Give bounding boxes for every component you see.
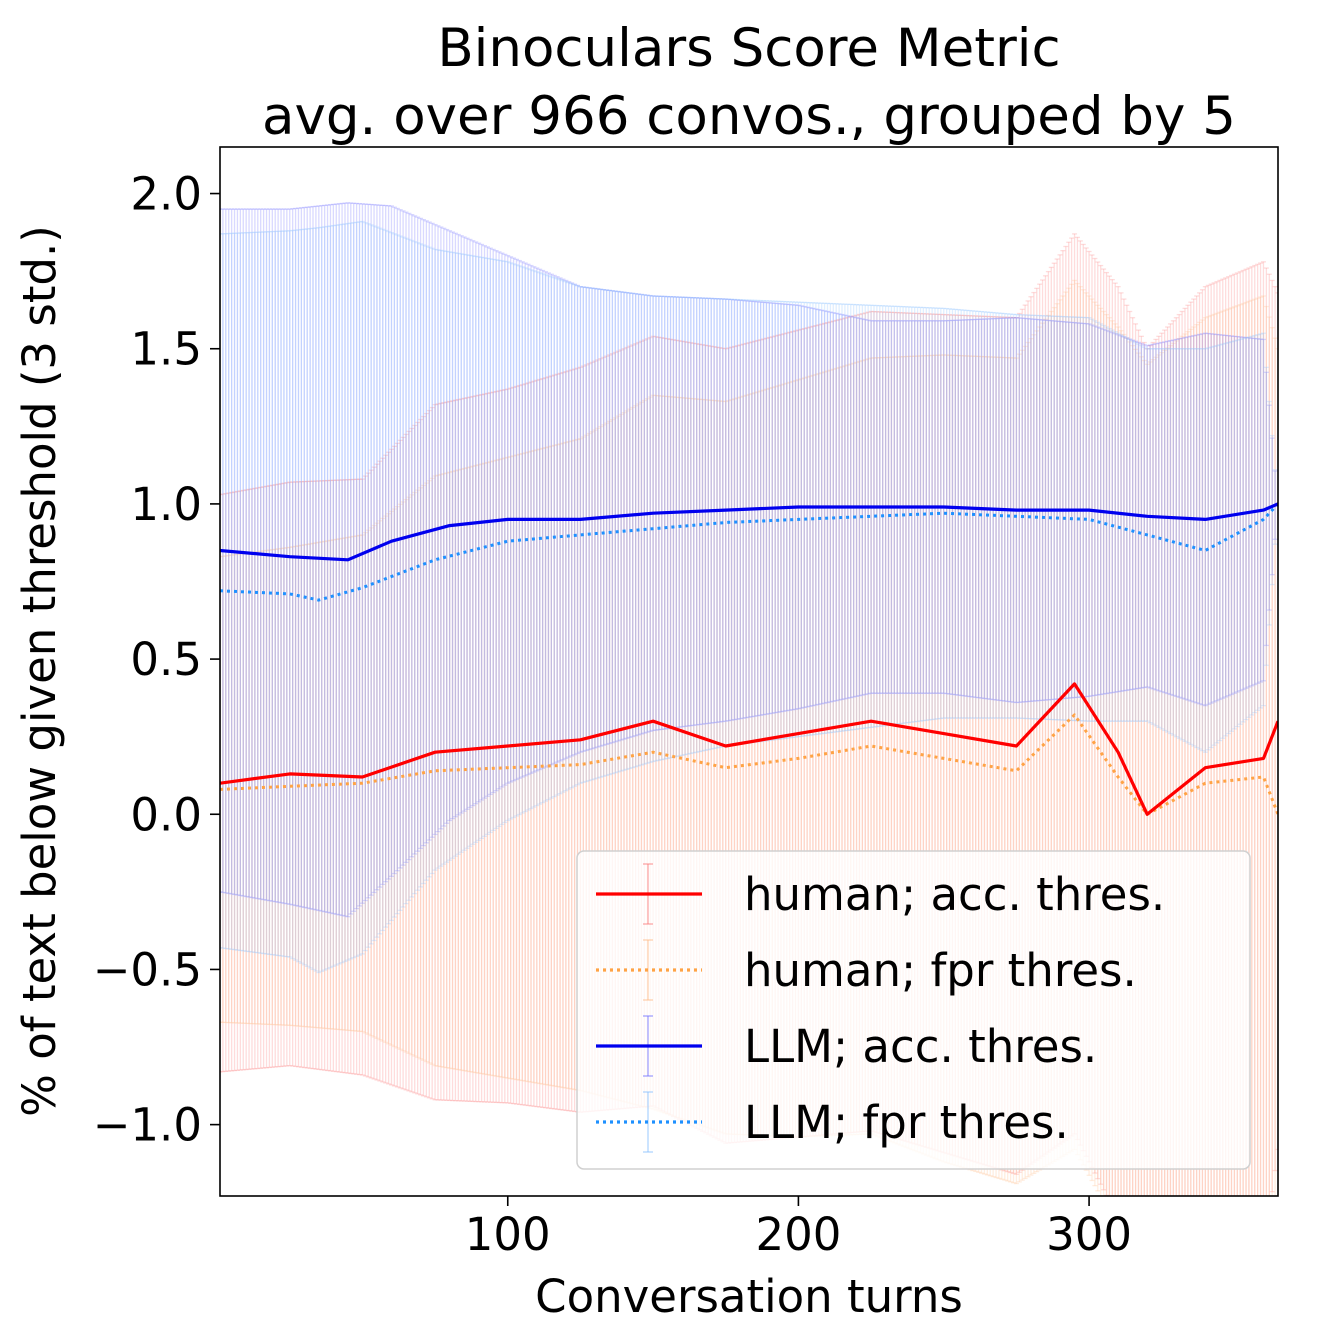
legend-label: human; fpr thres. <box>744 944 1137 997</box>
y-tick-label: 0.0 <box>130 788 202 841</box>
legend-label: human; acc. thres. <box>744 868 1165 921</box>
y-tick-label: 1.5 <box>130 323 202 376</box>
y-tick-label: 2.0 <box>130 168 202 221</box>
x-tick-label: 300 <box>1046 1208 1132 1261</box>
y-axis-label: % of text below given threshold (3 std.) <box>13 225 66 1117</box>
series-line-0 <box>220 682 1278 816</box>
x-axis-ticks: 100 200 300 <box>465 1196 1132 1261</box>
title-line-2: avg. over 966 convos., grouped by 5 <box>262 86 1236 147</box>
legend-label: LLM; acc. thres. <box>744 1020 1097 1073</box>
x-tick-label: 100 <box>465 1208 551 1261</box>
x-tick-label: 200 <box>755 1208 841 1261</box>
plot-frame <box>219 146 1279 1197</box>
y-tick-label: −1.0 <box>93 1099 202 1152</box>
title-line-1: Binoculars Score Metric <box>437 18 1060 79</box>
y-tick-label: 1.0 <box>130 478 202 531</box>
legend-entries: human; acc. thres. human; fpr thres. LLM; … <box>596 863 1165 1153</box>
y-axis-ticks: −1.0 −0.5 0.0 0.5 1.0 1.5 2.0 <box>93 168 220 1152</box>
y-tick-label: 0.5 <box>130 633 202 686</box>
x-axis-label: Conversation turns <box>535 1270 963 1323</box>
legend: human; acc. thres. human; fpr thres. LLM; … <box>576 850 1251 1170</box>
y-tick-label: −0.5 <box>93 943 202 996</box>
series-line-2 <box>220 502 1278 562</box>
series-line-1 <box>220 713 1278 816</box>
legend-label: LLM; fpr thres. <box>744 1096 1069 1149</box>
series-lines <box>220 502 1278 816</box>
chart-title: Binoculars Score Metric avg. over 966 co… <box>262 18 1236 147</box>
legend-box <box>576 850 1251 1170</box>
